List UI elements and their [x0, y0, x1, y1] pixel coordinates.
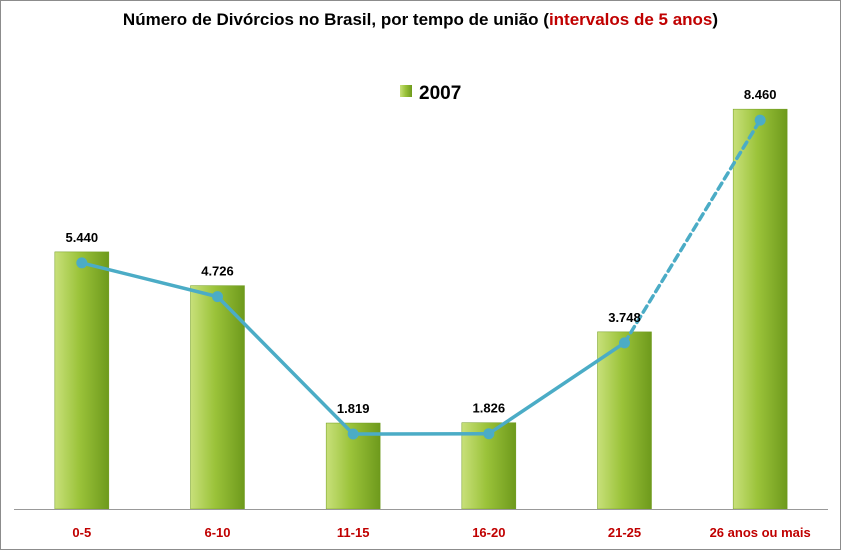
trend-point	[754, 114, 766, 126]
legend: 2007	[400, 83, 461, 104]
trend-point	[347, 428, 359, 440]
value-label: 3.748	[608, 310, 641, 325]
trend-point	[483, 428, 495, 440]
category-label: 21-25	[608, 525, 641, 540]
trend-segment	[215, 294, 355, 436]
chart-title-end: )	[712, 10, 719, 29]
category-label: 6-10	[204, 525, 230, 540]
trend-segment	[487, 341, 627, 436]
trend-point	[76, 257, 88, 269]
trend-point	[212, 291, 223, 303]
chart-title: Número de Divórcios no Brasil, por tempo…	[0, 10, 841, 30]
category-label: 0-5	[72, 525, 91, 540]
chart-title-main: Número de Divórcios no Brasil, por tempo…	[122, 10, 549, 29]
trend-point	[619, 337, 630, 349]
bar-21-25	[597, 331, 652, 510]
bar-26 anos ou mais	[732, 108, 788, 510]
bar-6-10	[190, 285, 245, 510]
legend-swatch	[400, 85, 412, 97]
value-label: 8.460	[744, 87, 777, 102]
chart-title-highlight: intervalos de 5 anos	[548, 10, 713, 29]
value-label: 4.726	[201, 264, 234, 279]
legend-label: 2007	[419, 83, 461, 104]
trend-segment	[80, 261, 220, 299]
category-label: 26 anos ou mais	[710, 525, 811, 540]
value-label: 1.826	[473, 401, 506, 416]
trend-segment-dashed	[622, 118, 762, 345]
value-label: 1.819	[337, 401, 370, 416]
value-label: 5.440	[66, 230, 99, 245]
bar-0-5	[54, 251, 110, 510]
category-label: 11-15	[337, 525, 370, 540]
category-label: 16-20	[472, 525, 505, 540]
